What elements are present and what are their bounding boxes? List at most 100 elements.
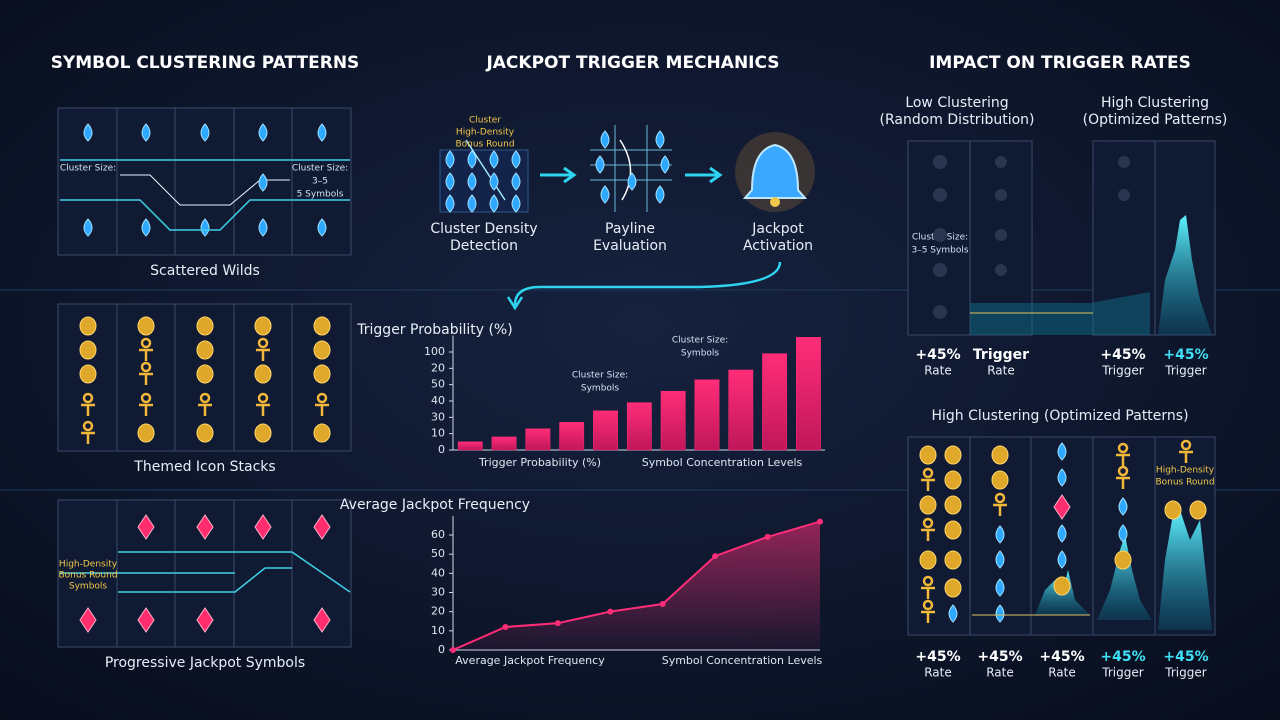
stat-value: +45% (915, 347, 960, 363)
scarab-icon (313, 340, 331, 360)
bell-clapper (770, 197, 780, 207)
bar (660, 390, 686, 451)
ankh-icon (139, 337, 153, 361)
scarab-icon (254, 423, 272, 443)
ankh-icon (315, 392, 329, 416)
ankh-icon (921, 599, 935, 623)
scarab-icon (991, 445, 1009, 465)
y-tick-label: 40 (431, 394, 445, 407)
spike (1158, 215, 1212, 335)
scarab-icon (1114, 550, 1132, 570)
stat-label: Rate (1048, 666, 1076, 680)
scarab-icon (991, 470, 1009, 490)
step-label: Jackpot (751, 221, 804, 237)
stat-label: Rate (924, 364, 952, 378)
group-label: (Optimized Patterns) (1083, 112, 1228, 128)
gem-icon (196, 607, 214, 633)
note: Cluster (469, 116, 501, 126)
drop-icon (511, 172, 521, 191)
annotation: Symbols (681, 349, 720, 359)
ankh-icon (256, 337, 270, 361)
chart-title: Average Jackpot Frequency (340, 497, 530, 513)
left-panels: Scattered Wilds Themed Icon Stacks Progres… (57, 107, 352, 671)
ankh-icon (81, 392, 95, 416)
group-label: High Clustering (Optimized Patterns) (931, 408, 1188, 424)
drop-icon (995, 550, 1005, 569)
bar (762, 353, 788, 451)
ankh-icon (139, 361, 153, 385)
arrow (685, 166, 723, 184)
ghost-icon (1118, 156, 1130, 168)
drop-icon (489, 150, 499, 169)
drop-icon (467, 172, 477, 191)
bar (626, 402, 652, 451)
payline (60, 551, 351, 593)
scarab-icon (1164, 500, 1182, 520)
gem-icon (313, 607, 331, 633)
scarab-icon (944, 550, 962, 570)
bar (694, 379, 720, 451)
point (607, 608, 614, 615)
scarab-icon (196, 340, 214, 360)
chart-title: Trigger Probability (%) (356, 322, 512, 338)
scarab-icon (1053, 576, 1071, 596)
decor-line (619, 139, 632, 201)
drop-icon (511, 194, 521, 213)
stat-value: Trigger (973, 347, 1029, 363)
stat-label: Trigger (1164, 666, 1206, 680)
arrow (506, 261, 782, 311)
scarab-icon (196, 316, 214, 336)
drop-icon (595, 155, 605, 174)
step-label: Activation (743, 238, 813, 254)
bar (491, 436, 517, 451)
panel-caption: Themed Icon Stacks (133, 459, 275, 475)
scarab-icon (944, 495, 962, 515)
drop-icon (995, 525, 1005, 544)
drop-icon (1057, 442, 1067, 461)
note: High-Density (456, 128, 515, 138)
scarab-icon (919, 495, 937, 515)
drop-icon (1118, 524, 1128, 543)
ghost-icon (933, 188, 947, 202)
ghost-icon (933, 228, 947, 242)
drop-icon (995, 604, 1005, 623)
scarab-icon (944, 578, 962, 598)
ghost-icon (995, 264, 1007, 276)
drop-icon (445, 194, 455, 213)
scarab-icon (79, 364, 97, 384)
point (817, 518, 823, 525)
scarab-icon (919, 550, 937, 570)
step-label: Evaluation (593, 238, 667, 254)
ghost-icon (1118, 189, 1130, 201)
stats: +45%Rate+45%Rate+45%Rate+45%Trigger+45%T… (915, 649, 1208, 680)
ankh-icon (139, 392, 153, 416)
y-tick-label: 20 (431, 605, 445, 618)
ghost-icon (995, 156, 1007, 168)
stat-value: +45% (1100, 649, 1145, 665)
scarab-icon (313, 364, 331, 384)
section-title: IMPACT ON TRIGGER RATES (929, 53, 1191, 73)
ankh-icon (198, 392, 212, 416)
drop-icon (655, 130, 665, 149)
stat-label: Trigger (1164, 364, 1206, 378)
ankh-icon (1116, 442, 1130, 466)
area (453, 521, 820, 650)
ghost-icon (995, 189, 1007, 201)
scarab-icon (1189, 500, 1207, 520)
payline (60, 159, 350, 231)
y-tick-label: 40 (431, 566, 445, 579)
spike (1097, 535, 1152, 620)
drop-icon (948, 604, 958, 623)
bar (593, 410, 618, 451)
stat-label: Trigger (1101, 364, 1143, 378)
y-tick-label: 60 (431, 528, 445, 541)
section-title: JACKPOT TRIGGER MECHANICS (485, 53, 779, 73)
drop-icon (445, 172, 455, 191)
drop-icon (258, 218, 268, 237)
scarab-icon (196, 364, 214, 384)
gem-icon (196, 514, 214, 540)
note: Symbols (69, 582, 108, 592)
note: High-Density (1156, 466, 1215, 476)
drop-icon (1057, 524, 1067, 543)
stat-label: Rate (987, 364, 1015, 378)
